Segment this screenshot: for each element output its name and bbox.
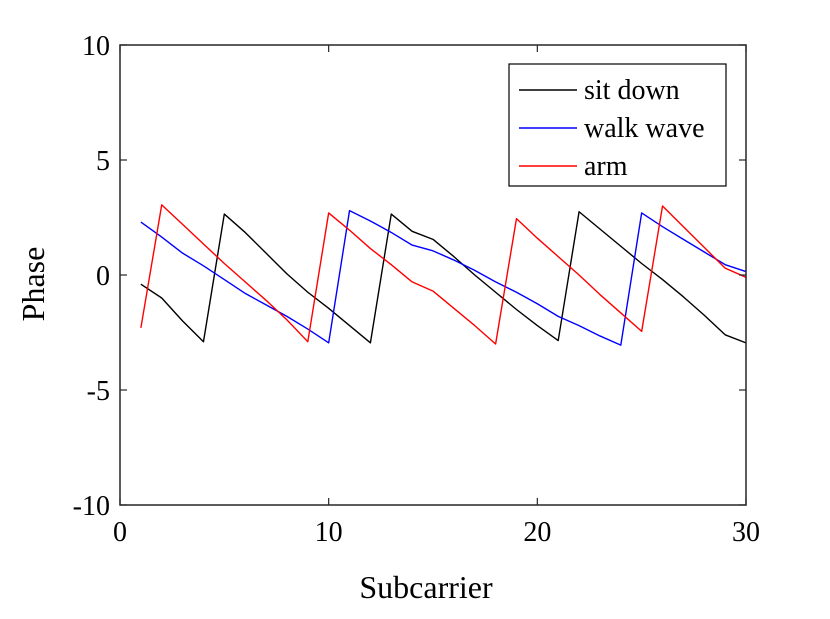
y-tick-label: 5	[96, 146, 110, 177]
legend-label-sit-down: sit down	[584, 75, 680, 106]
x-axis-label: Subcarrier	[359, 569, 493, 605]
series-line-walk-wave	[140, 209, 747, 346]
x-tick-label: 0	[113, 517, 127, 548]
tick-layer: 0 10 20 30 -10 -5 0 5 10	[73, 31, 760, 548]
x-tick-label: 30	[732, 517, 760, 548]
legend-label-arm: arm	[584, 151, 628, 182]
y-tick-label: -10	[73, 491, 110, 522]
y-tick-label: 10	[82, 31, 110, 62]
series-line-sit-down	[140, 211, 747, 344]
series-line-arm	[140, 204, 747, 345]
legend: sit down walk wave arm	[508, 63, 727, 187]
series-layer	[140, 204, 747, 346]
y-axis-label: Phase	[15, 247, 51, 322]
y-tick-label: 0	[96, 261, 110, 292]
y-tick-label: -5	[87, 376, 110, 407]
legend-items: sit down walk wave arm	[519, 75, 705, 182]
x-tick-label: 20	[523, 517, 551, 548]
legend-label-walk-wave: walk wave	[584, 113, 705, 144]
x-tick-label: 10	[315, 517, 343, 548]
